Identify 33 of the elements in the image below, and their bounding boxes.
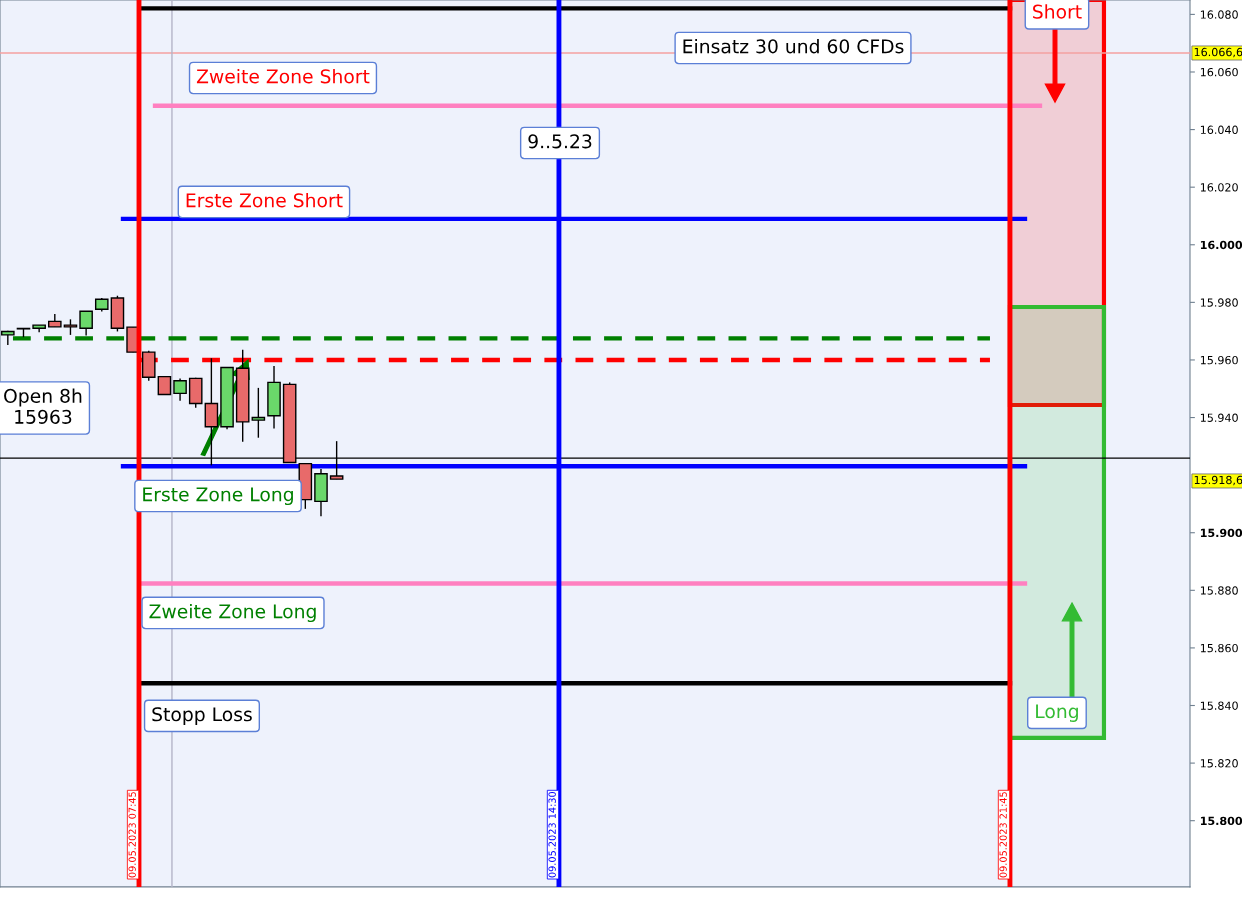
y-tick-label: 15.900	[1200, 528, 1242, 538]
annotation: 9..5.23	[528, 134, 592, 149]
candlestick	[79, 310, 93, 337]
ref-line-label: 16.066,6	[1194, 47, 1242, 58]
annotation: Erste Zone Long	[143, 487, 293, 506]
annotation: 09.05.2023 21:45	[999, 792, 1007, 878]
y-tick-label: 16.020	[1200, 183, 1238, 192]
annotation: 09.05.2023 07:45	[128, 792, 136, 878]
candlestick	[251, 387, 266, 439]
y-tick-label: 15.980	[1200, 298, 1238, 307]
y-tick-label: 15.820	[1200, 759, 1238, 768]
y-tick-label: 16.040	[1200, 125, 1238, 134]
y-tick-label: 15.800	[1200, 816, 1242, 826]
annotation: Zweite Zone Short	[196, 68, 370, 84]
annotation: Stopp Loss	[152, 707, 252, 725]
y-tick-label: 15.940	[1200, 413, 1238, 422]
y-tick-label: 15.860	[1200, 643, 1238, 653]
annotation: Open 8h 15963	[4, 388, 82, 424]
y-tick-label: 16.000	[1200, 240, 1242, 250]
annotation: 09.05.2023 14:30	[548, 791, 556, 878]
y-tick-label: 15.960	[1200, 355, 1238, 365]
text: 15.918,6	[1194, 475, 1242, 486]
candlestick	[173, 377, 187, 402]
annotation: Zweite Zone Long	[149, 603, 316, 623]
annotation: Short	[1033, 4, 1082, 19]
annotation: Long	[1036, 704, 1078, 722]
y-tick-label: 15.840	[1200, 701, 1238, 710]
y-tick-label: 16.080	[1200, 10, 1238, 19]
y-tick-label: 15.880	[1200, 586, 1238, 595]
candlestick	[1, 330, 15, 346]
y-tick-label: 16.060	[1200, 67, 1238, 77]
annotation: Erste Zone Short	[186, 192, 343, 208]
annotation: Einsatz 30 und 60 CFDs	[683, 38, 904, 54]
